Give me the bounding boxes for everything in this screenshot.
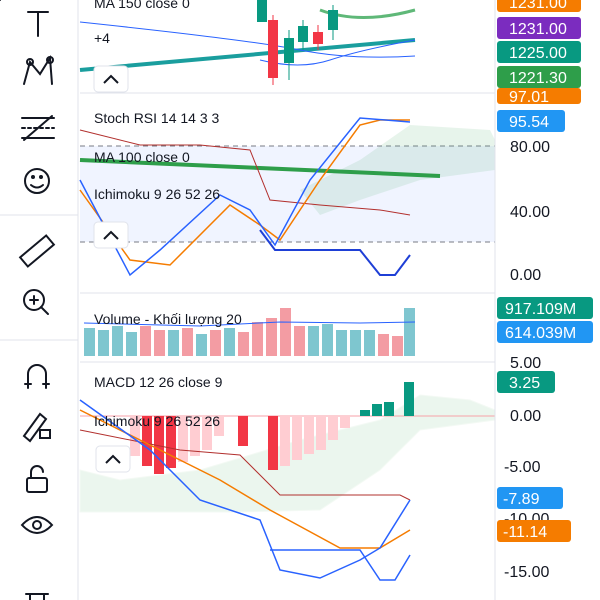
price-label: 1221.30	[509, 70, 567, 87]
candle	[313, 32, 323, 44]
candle	[328, 10, 338, 30]
candles	[257, 0, 338, 85]
stoch-pane: Stoch RSI 14 14 3 3 MA 100 close 0 Ichim…	[79, 110, 550, 284]
price-label: 95.54	[509, 114, 549, 131]
legend: Volume - Khối lượng 20	[94, 311, 242, 327]
text-tool[interactable]	[27, 11, 49, 37]
volume-pane: Volume - Khối lượng 20	[83, 308, 416, 356]
price-label: 1231.00	[509, 21, 567, 38]
volume-ma	[83, 321, 416, 327]
price-label: 614.039M	[505, 325, 576, 342]
volume-bars	[140, 308, 403, 356]
candle	[268, 20, 278, 78]
cloud	[300, 125, 495, 215]
price-label: 97.01	[509, 89, 549, 106]
candle	[298, 26, 308, 42]
ichimoku-line	[79, 429, 411, 501]
axis-label: 0.00	[510, 267, 541, 284]
band-line	[259, 39, 416, 66]
pattern-tool[interactable]	[23, 54, 54, 85]
candle	[257, 0, 267, 22]
macd-histogram	[130, 382, 414, 474]
band-line	[79, 21, 416, 58]
ruler-tool[interactable]	[18, 234, 56, 268]
volume-bars	[84, 308, 415, 356]
collapse-button[interactable]	[95, 445, 131, 473]
ma-line	[79, 38, 416, 72]
legend: Ichimoku 9 26 52 26	[94, 413, 220, 429]
macd-line	[79, 399, 411, 579]
price-label: 1225.00	[509, 45, 567, 62]
macd-lagging	[270, 549, 411, 581]
legend: Ichimoku 9 26 52 26	[94, 186, 220, 202]
stoch-d	[79, 119, 410, 266]
lock-tool[interactable]	[26, 465, 48, 493]
lock-draw-tool[interactable]	[22, 412, 51, 443]
legend: MA 150 close 0	[94, 0, 190, 11]
visibility-tool[interactable]	[20, 516, 54, 534]
legend: MA 100 close 0	[94, 149, 190, 165]
ma-line	[79, 158, 441, 178]
axis-label: 0.00	[510, 408, 541, 425]
stoch-k	[79, 117, 411, 277]
emoji-tool[interactable]	[24, 168, 50, 194]
price-label: -11.14	[503, 524, 547, 541]
price-label: -7.89	[503, 491, 540, 508]
axis-label: -15.00	[504, 564, 549, 581]
legend: Stoch RSI 14 14 3 3	[94, 110, 220, 126]
price-labels: 1231.00 1231.00 1225.00 1221.30 97.01 95…	[497, 0, 593, 542]
delete-tool[interactable]	[25, 593, 49, 600]
axis-label: 40.00	[510, 204, 550, 221]
ichimoku-line	[79, 129, 411, 216]
collapse-button[interactable]	[93, 221, 129, 249]
collapse-button[interactable]	[93, 65, 129, 93]
macd-pane: MACD 12 26 close 9 Ichimoku 9 26 52 26 5…	[79, 355, 549, 581]
zoom-tool[interactable]	[23, 289, 49, 315]
axis-label: 80.00	[510, 139, 550, 156]
toolbar	[0, 0, 79, 600]
magnet-tool[interactable]	[24, 364, 50, 389]
stoch-line	[259, 229, 411, 276]
price-label: 1231.00	[509, 0, 567, 12]
fib-tool[interactable]	[21, 115, 55, 141]
price-label: 3.25	[509, 375, 540, 392]
axis-label: -5.00	[504, 459, 541, 476]
axis-label: 5.00	[510, 355, 541, 372]
legend: MACD 12 26 close 9	[94, 374, 223, 390]
main-pane: MA 150 close 0 +4	[79, 0, 416, 93]
price-label: 917.109M	[505, 301, 576, 318]
legend-more[interactable]: +4	[94, 30, 110, 46]
candle	[284, 38, 294, 63]
